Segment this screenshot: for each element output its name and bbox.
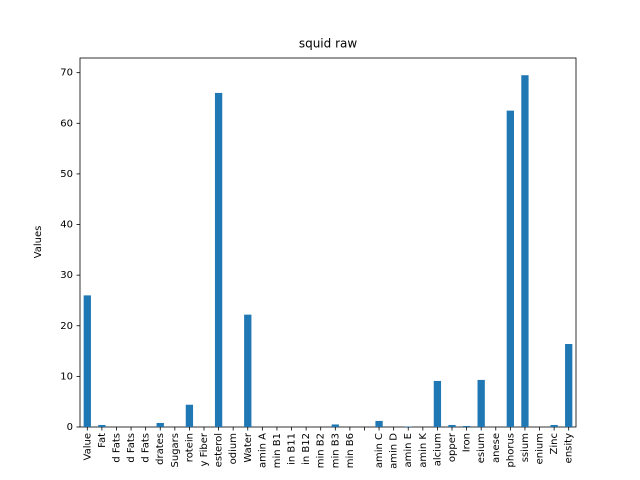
x-tick-label: alcium <box>432 433 443 466</box>
x-tick-label: ssium <box>520 433 531 462</box>
x-tick-label: min B3 <box>330 433 341 468</box>
x-tick-label: Fat <box>97 433 108 448</box>
x-tick-label: odium <box>228 433 239 464</box>
bar <box>244 314 252 427</box>
bar <box>550 424 558 427</box>
axes-frame <box>79 57 577 428</box>
x-tick-label: amin K <box>418 433 429 468</box>
x-tick-label: min B2 <box>316 433 327 468</box>
x-tick-label: in B12 <box>301 433 312 465</box>
bar <box>214 92 223 427</box>
x-tick-label: Value <box>82 433 93 460</box>
y-tick-label: 60 <box>60 118 73 129</box>
x-tick-label: y Fiber <box>199 432 210 466</box>
chart-title: squid raw <box>299 37 358 51</box>
x-tick-label: anese <box>491 433 502 463</box>
x-tick-label: Iron <box>462 433 473 452</box>
bar <box>448 424 456 427</box>
bar <box>185 404 194 427</box>
y-tick-label: 10 <box>60 371 73 382</box>
x-tick-label: in B11 <box>287 433 298 465</box>
x-tick-label: Zinc <box>549 433 560 454</box>
bar <box>98 424 106 427</box>
x-tick-label: Sugars <box>170 433 181 467</box>
x-tick-label: rotein <box>184 433 195 462</box>
x-tick-label: amin A <box>257 433 268 468</box>
y-tick-label: 70 <box>60 68 73 79</box>
x-tick-label: opper <box>447 432 458 462</box>
y-tick-label: 40 <box>60 220 73 231</box>
x-tick-label: min B1 <box>272 433 283 468</box>
bar <box>433 380 442 427</box>
bar <box>83 295 91 427</box>
bar <box>375 420 383 427</box>
bar <box>477 379 485 427</box>
bar <box>462 425 471 427</box>
y-axis-label: Values <box>33 226 44 259</box>
bar <box>521 75 529 428</box>
x-tick-label: enium <box>535 433 546 464</box>
x-tick-label: amin E <box>403 433 414 467</box>
bar <box>404 426 412 427</box>
bar <box>331 424 339 427</box>
y-tick-label: 50 <box>60 169 73 180</box>
x-tick-label: d Fats <box>141 433 152 463</box>
x-tick-label: phorus <box>505 433 516 467</box>
x-tick-label: ensity <box>564 433 575 463</box>
x-tick-label: d Fats <box>111 433 122 463</box>
bar <box>565 343 573 427</box>
x-tick-label: esium <box>476 433 487 463</box>
x-tick-label: esterol <box>214 433 225 467</box>
x-tick-label: Water <box>243 432 254 462</box>
x-tick-label: d Fats <box>126 433 137 463</box>
y-tick-label: 0 <box>67 422 73 433</box>
y-tick-label: 20 <box>60 321 73 332</box>
x-tick-label: drates <box>155 433 166 465</box>
x-tick-label: amin C <box>374 433 385 468</box>
x-tick-label: min B6 <box>345 433 356 468</box>
x-tick-label: amin D <box>389 433 400 469</box>
y-tick-label: 30 <box>60 270 73 281</box>
bar <box>506 110 514 428</box>
bar <box>156 422 164 427</box>
